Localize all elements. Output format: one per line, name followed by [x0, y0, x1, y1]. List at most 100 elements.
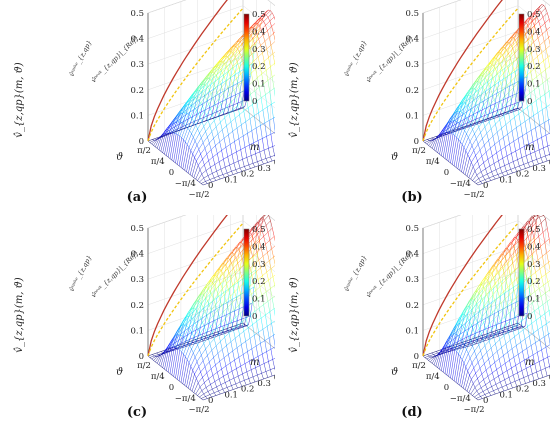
- theta-tick-label: π/2: [137, 361, 151, 371]
- theta-tick-label: 0: [444, 383, 449, 393]
- colorbar: 0 0.1 0.2 0.3 0.4 0.5: [243, 10, 266, 107]
- spike-curve: [422, 0, 503, 142]
- panel-a: v̂ˢᵖⁱᵏᵉ_{z,qp} v̂ᵖᵉᵃᵏ_{z,qp}|_{Ref} 0 0.1 0.…: [0, 0, 275, 215]
- colorbar: 0 0.1 0.2 0.3 0.4 0.5: [518, 10, 541, 107]
- panel-label: (d): [401, 405, 423, 420]
- theta-tick-label: −π/4: [450, 179, 471, 189]
- theta-tick-label: −π/2: [464, 405, 485, 415]
- theta-tick-label: π/4: [426, 157, 440, 167]
- m-tick-label: 0.2: [241, 385, 255, 395]
- z-tick-label: 0: [139, 352, 144, 362]
- z-tick-label: 0.2: [405, 86, 419, 96]
- z-tick-label: 0: [414, 352, 419, 362]
- colorbar-tick-label: 0.5: [527, 225, 541, 235]
- surface-plot-b: v̂ˢᵖⁱᵏᵉ_{z,qp}v̂ᵖᵉᵃᵏ_{z,qp}|_{Ref}00.10.…: [289, 0, 550, 200]
- z-tick-label: 0.1: [130, 111, 144, 121]
- z-tick-label: 0.4: [130, 35, 144, 45]
- annotation-spike: v̂ˢᵖⁱᵏᵉ_{z,qp}: [342, 253, 369, 293]
- colorbar-tick-label: 0.2: [527, 277, 541, 287]
- m-tick-label: 0.3: [257, 379, 271, 389]
- annotation-spike: v̂ˢᵖⁱᵏᵉ_{z,qp}: [67, 253, 94, 293]
- z-tick-label: 0: [139, 137, 144, 147]
- panel-b: v̂ˢᵖⁱᵏᵉ_{z,qp} v̂ᵖᵉᵃᵏ_{z,qp}|_{Ref} 0 0.1 0.…: [275, 0, 550, 215]
- m-tick-label: 0.1: [224, 390, 238, 400]
- panel-label: (a): [126, 190, 148, 205]
- theta-tick-label: π/4: [151, 157, 165, 167]
- spike-curve: [147, 215, 228, 357]
- colorbar-tick-label: 0.1: [527, 295, 541, 305]
- theta-tick-label: −π/2: [189, 190, 210, 200]
- z-tick-label: 0.1: [405, 326, 419, 336]
- theta-axis-label: ϑ: [116, 367, 123, 378]
- z-tick-label: 0.2: [130, 301, 144, 311]
- m-tick-label: 0.2: [516, 385, 530, 395]
- colorbar: 0 0.1 0.2 0.3 0.4 0.5: [518, 225, 541, 322]
- theta-tick-label: −π/2: [189, 405, 210, 415]
- z-tick-label: 0.5: [405, 9, 419, 19]
- z-tick-label: 0.5: [130, 224, 144, 234]
- m-tick-label: 0.1: [224, 175, 238, 185]
- z-axis-label: v̂_{z,qp}(m, ϑ): [14, 277, 25, 353]
- panel-c: v̂ˢᵖⁱᵏᵉ_{z,qp} v̂ᵖᵉᵃᵏ_{z,qp}|_{Ref} 0 0.1 0.…: [0, 215, 275, 430]
- m-tick-label: 0.2: [241, 170, 255, 180]
- theta-axis-label: ϑ: [391, 367, 398, 378]
- surface-plot-c: v̂ˢᵖⁱᵏᵉ_{z,qp}v̂ᵖᵉᵃᵏ_{z,qp}|_{Ref}00.10.…: [14, 215, 275, 415]
- m-tick-label: 0.4: [274, 158, 275, 168]
- axes-box: [147, 0, 275, 186]
- z-tick-label: 0.4: [130, 250, 144, 260]
- z-tick-label: 0: [414, 137, 419, 147]
- peak-ref-curve: [147, 7, 244, 142]
- m-tick-label: 0.4: [274, 373, 275, 383]
- z-tick-label: 0.5: [405, 224, 419, 234]
- colorbar-tick-label: 0: [252, 97, 257, 107]
- z-axis-label: v̂_{z,qp}(m, ϑ): [289, 277, 300, 353]
- z-tick-label: 0.4: [405, 35, 419, 45]
- m-tick-label: 0.1: [499, 390, 513, 400]
- m-tick-label: 0.3: [532, 379, 546, 389]
- m-tick-label: 0.4: [549, 158, 550, 168]
- z-tick-label: 0.4: [405, 250, 419, 260]
- theta-tick-label: 0: [444, 168, 449, 178]
- theta-tick-label: π/2: [412, 146, 426, 156]
- z-tick-label: 0.3: [130, 275, 144, 285]
- colorbar-tick-label: 0: [252, 312, 257, 322]
- z-tick-label: 0.2: [405, 301, 419, 311]
- colorbar-tick-label: 0: [527, 97, 532, 107]
- annotation-spike: v̂ˢᵖⁱᵏᵉ_{z,qp}: [67, 38, 94, 78]
- m-tick-label: 0: [483, 396, 488, 406]
- theta-tick-label: −π/4: [450, 394, 471, 404]
- spike-curve: [147, 0, 228, 142]
- surface-plot-d: v̂ˢᵖⁱᵏᵉ_{z,qp}v̂ᵖᵉᵃᵏ_{z,qp}|_{Ref}00.10.…: [289, 215, 550, 415]
- theta-tick-label: 0: [169, 383, 174, 393]
- m-tick-label: 0.2: [516, 170, 530, 180]
- theta-axis-label: ϑ: [116, 152, 123, 163]
- colorbar-tick-label: 0.5: [252, 225, 266, 235]
- theta-tick-label: −π/2: [464, 190, 485, 200]
- surface-mesh: [147, 215, 275, 401]
- colorbar-tick-label: 0.4: [527, 242, 541, 252]
- surface-mesh: [422, 4, 550, 186]
- surface-mesh: [422, 215, 550, 401]
- colorbar-tick-label: 0.3: [252, 45, 266, 55]
- z-tick-label: 0.1: [130, 326, 144, 336]
- m-axis-label: m: [525, 142, 534, 153]
- z-tick-label: 0.3: [405, 60, 419, 70]
- colorbar-tick-label: 0.4: [252, 27, 266, 37]
- m-axis-label: m: [525, 357, 534, 368]
- z-tick-label: 0.1: [405, 111, 419, 121]
- theta-tick-label: −π/4: [175, 179, 196, 189]
- theta-tick-label: π/2: [412, 361, 426, 371]
- colorbar-tick-label: 0.3: [527, 45, 541, 55]
- m-tick-label: 0: [483, 181, 488, 191]
- peak-ref-curve: [147, 222, 244, 357]
- m-tick-label: 0.3: [532, 164, 546, 174]
- theta-tick-label: π/4: [151, 372, 165, 382]
- theta-tick-label: −π/4: [175, 394, 196, 404]
- colorbar-tick-label: 0.3: [527, 260, 541, 270]
- colorbar-tick-label: 0.1: [252, 80, 266, 90]
- colorbar-tick-label: 0.2: [527, 62, 541, 72]
- colorbar-tick-label: 0.1: [527, 80, 541, 90]
- panel-label: (b): [401, 190, 423, 205]
- annotation-spike: v̂ˢᵖⁱᵏᵉ_{z,qp}: [342, 38, 369, 78]
- m-tick-label: 0.3: [257, 164, 271, 174]
